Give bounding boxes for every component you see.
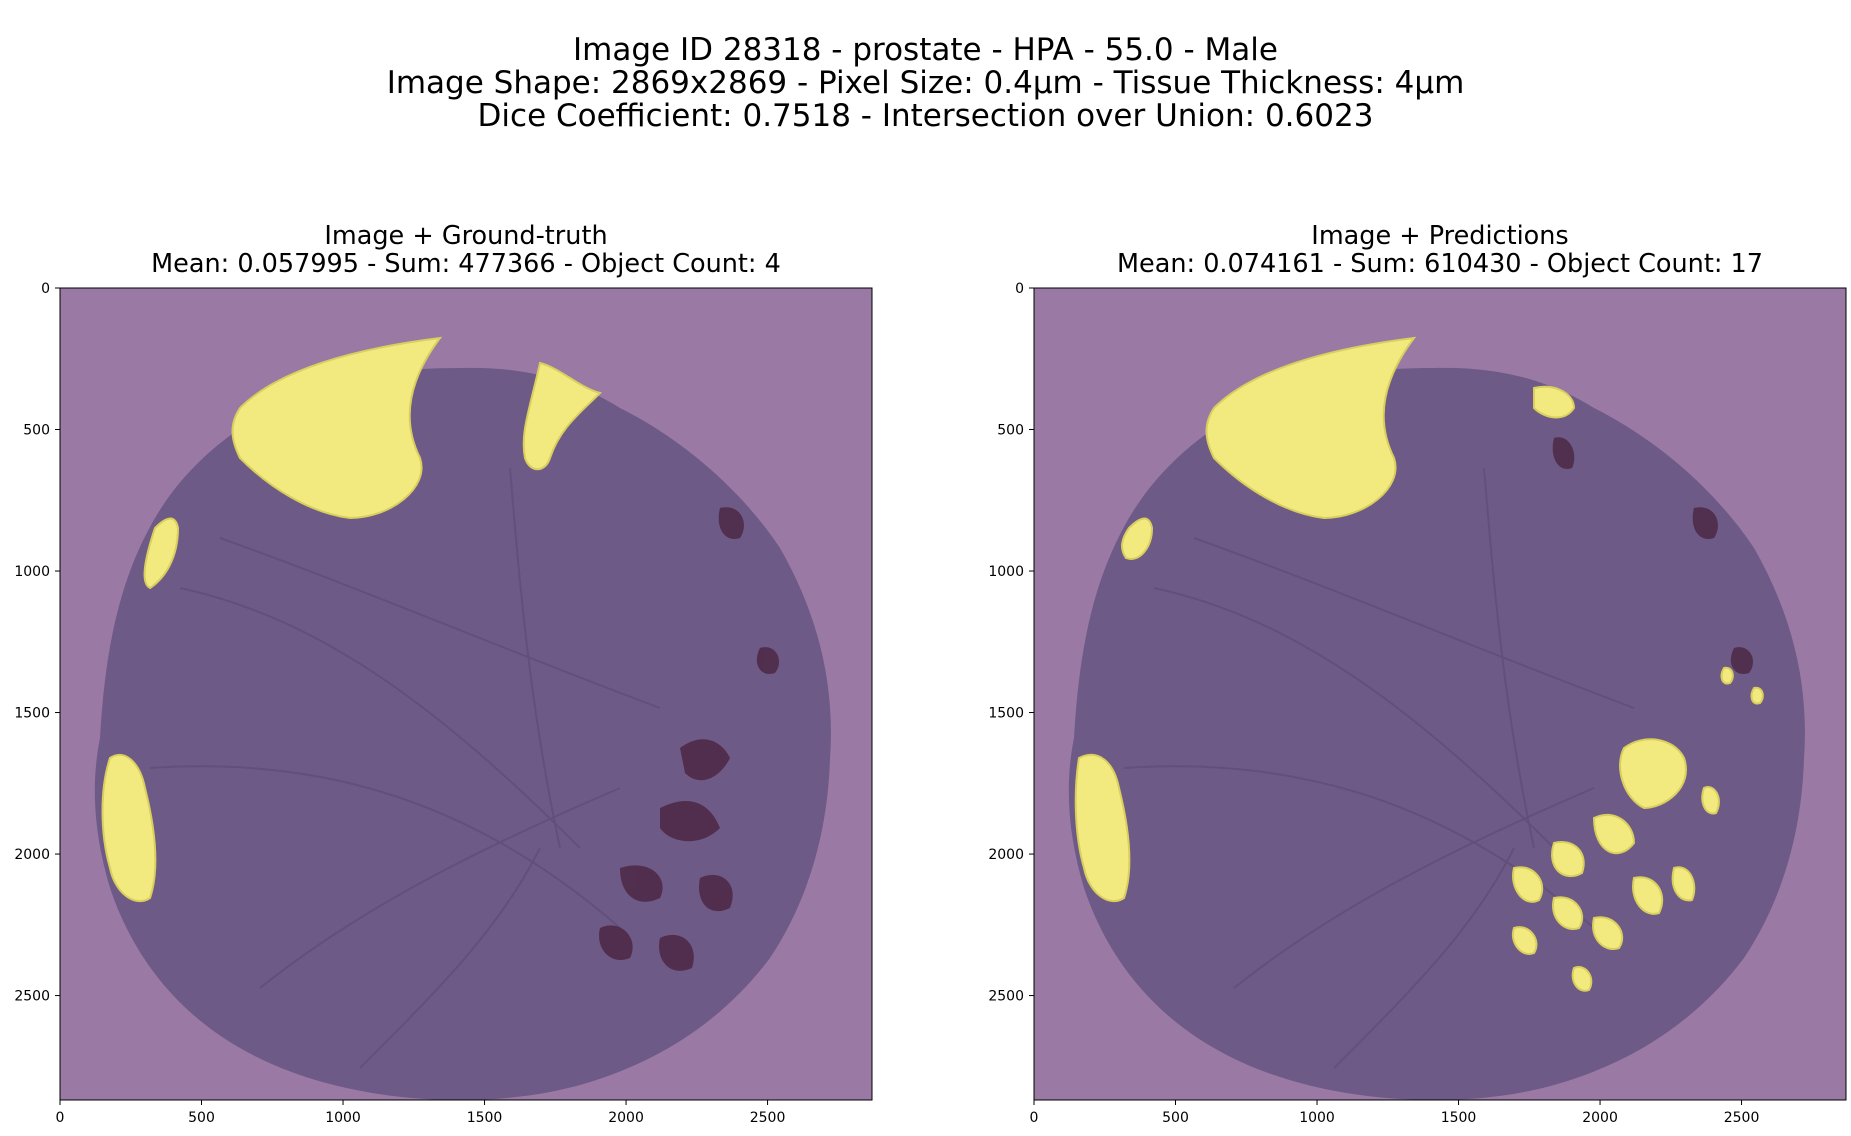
y-tick-label: 500 <box>997 423 1024 439</box>
x-tick-label: 1500 <box>1441 1110 1477 1126</box>
unlabeled-glands <box>1552 437 1754 674</box>
y-tick-label: 1500 <box>988 706 1024 722</box>
ground-truth-masks <box>101 336 602 903</box>
panel-left-subtitle: Mean: 0.057995 - Sum: 477366 - Object Co… <box>151 249 781 279</box>
x-tick-label: 2000 <box>1582 1110 1618 1126</box>
y-tick-label: 2500 <box>988 989 1024 1005</box>
panel-right-title-line: Image + Predictions <box>1311 221 1569 251</box>
x-tick-label: 2500 <box>750 1110 786 1126</box>
y-tick-label: 2500 <box>14 989 50 1005</box>
figure-title-line-3: Dice Coefficient: 0.7518 - Intersection … <box>477 98 1374 134</box>
y-tick-label: 2000 <box>988 847 1024 863</box>
figure-title-line-1: Image ID 28318 - prostate - HPA - 55.0 -… <box>573 32 1278 68</box>
x-tick-label: 2500 <box>1724 1110 1760 1126</box>
figure-title: Image ID 28318 - prostate - HPA - 55.0 -… <box>0 34 1851 133</box>
tissue-core <box>1068 367 1805 1100</box>
x-tick-label: 1000 <box>1299 1110 1335 1126</box>
y-tick-label: 1000 <box>14 564 50 580</box>
x-tick-label: 0 <box>1030 1110 1039 1126</box>
panel-ground-truth: 0 500 1000 1500 2000 2500 0 500 1000 1500 2000 2500 <box>14 281 873 1126</box>
axes-frame <box>1033 287 1847 1101</box>
gt-mask-top-right <box>522 361 602 471</box>
gt-mask-top <box>231 336 443 520</box>
axis-ticks: 0 500 1000 1500 2000 2500 0 500 1000 1500 2000 2500 <box>988 281 1759 1126</box>
x-tick-label: 500 <box>1162 1110 1189 1126</box>
x-tick-label: 1000 <box>325 1110 361 1126</box>
panel-right-subtitle: Mean: 0.074161 - Sum: 610430 - Object Co… <box>1117 249 1763 279</box>
prediction-masks <box>1074 336 1764 992</box>
y-tick-label: 2000 <box>14 847 50 863</box>
unlabeled-glands <box>599 507 780 971</box>
y-tick-label: 500 <box>23 423 50 439</box>
x-tick-label: 1500 <box>467 1110 503 1126</box>
tissue-core <box>94 367 831 1100</box>
x-tick-label: 0 <box>56 1110 65 1126</box>
y-tick-label: 1500 <box>14 706 50 722</box>
axes-frame <box>59 287 873 1101</box>
panel-left-title: Image + Ground-truth Mean: 0.057995 - Su… <box>60 222 872 278</box>
panel-left-title-line: Image + Ground-truth <box>324 221 608 251</box>
y-tick-label: 1000 <box>988 564 1024 580</box>
tissue-texture <box>149 467 661 1069</box>
y-tick-label: 0 <box>41 281 50 297</box>
gt-mask-left <box>101 753 157 903</box>
panel-predictions: 0 500 1000 1500 2000 2500 0 500 1000 1500 2000 2500 <box>988 281 1847 1126</box>
panel-right-title: Image + Predictions Mean: 0.074161 - Sum… <box>1034 222 1846 278</box>
axis-ticks: 0 500 1000 1500 2000 2500 0 500 1000 1500 2000 2500 <box>14 281 785 1126</box>
y-tick-label: 0 <box>1015 281 1024 297</box>
x-tick-label: 2000 <box>608 1110 644 1126</box>
figure-title-line-2: Image Shape: 2869x2869 - Pixel Size: 0.4… <box>386 65 1465 101</box>
x-tick-label: 500 <box>188 1110 215 1126</box>
gt-mask-left-small <box>143 517 180 590</box>
